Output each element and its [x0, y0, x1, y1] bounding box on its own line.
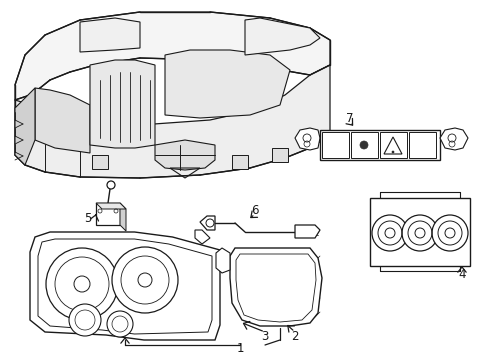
- Polygon shape: [294, 225, 319, 238]
- Polygon shape: [80, 18, 140, 52]
- Bar: [319, 130, 439, 160]
- Circle shape: [401, 215, 437, 251]
- Circle shape: [69, 304, 101, 336]
- Bar: [369, 198, 469, 266]
- Text: 3: 3: [261, 329, 268, 342]
- Circle shape: [74, 276, 90, 292]
- Circle shape: [431, 215, 467, 251]
- Circle shape: [444, 228, 454, 238]
- Polygon shape: [15, 65, 329, 178]
- Polygon shape: [439, 128, 467, 150]
- Text: 6: 6: [251, 203, 258, 216]
- Bar: [350, 132, 377, 158]
- Polygon shape: [244, 18, 319, 55]
- Bar: [379, 132, 406, 158]
- Polygon shape: [216, 248, 229, 273]
- Text: 1: 1: [236, 342, 243, 355]
- Polygon shape: [155, 140, 215, 170]
- Bar: [321, 132, 348, 158]
- Circle shape: [107, 181, 115, 189]
- Bar: [271, 148, 287, 162]
- Polygon shape: [15, 12, 329, 100]
- Polygon shape: [96, 203, 120, 225]
- Polygon shape: [120, 203, 126, 231]
- Polygon shape: [90, 60, 155, 148]
- Polygon shape: [164, 50, 289, 118]
- Circle shape: [414, 228, 424, 238]
- Text: 5: 5: [84, 212, 92, 225]
- Text: 4: 4: [457, 267, 465, 280]
- Polygon shape: [229, 248, 321, 326]
- Circle shape: [112, 247, 178, 313]
- Bar: [408, 132, 435, 158]
- Polygon shape: [96, 203, 126, 209]
- Polygon shape: [35, 88, 90, 153]
- Bar: [231, 155, 247, 169]
- Polygon shape: [30, 232, 220, 340]
- Polygon shape: [294, 128, 319, 150]
- Circle shape: [107, 311, 133, 337]
- Polygon shape: [195, 230, 209, 244]
- Circle shape: [384, 228, 394, 238]
- Polygon shape: [200, 216, 215, 230]
- Circle shape: [46, 248, 118, 320]
- Polygon shape: [15, 88, 35, 165]
- Circle shape: [391, 151, 393, 153]
- Text: 2: 2: [291, 329, 298, 342]
- Bar: [92, 155, 108, 169]
- Text: 7: 7: [346, 112, 353, 125]
- Circle shape: [359, 141, 367, 149]
- Circle shape: [138, 273, 152, 287]
- Circle shape: [371, 215, 407, 251]
